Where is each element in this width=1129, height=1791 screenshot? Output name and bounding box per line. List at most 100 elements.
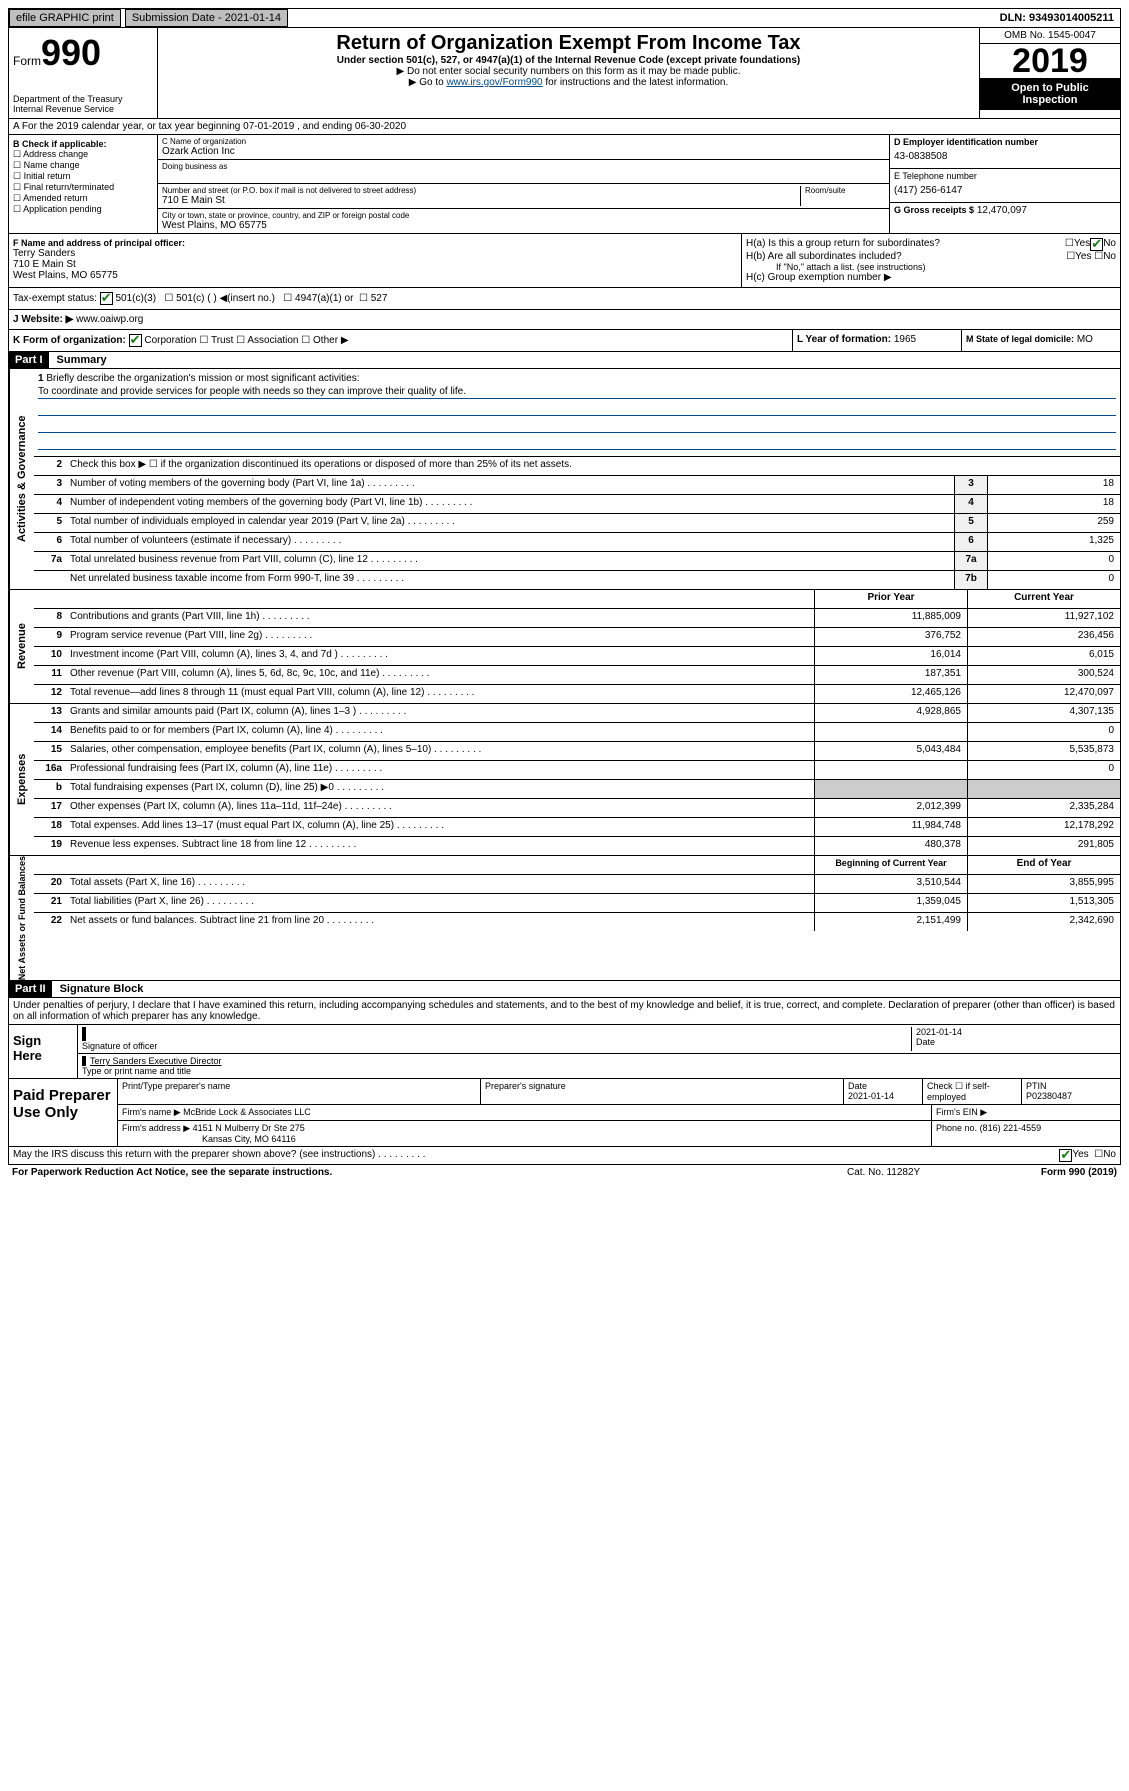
line-text: Total unrelated business revenue from Pa… [66,552,954,570]
chk-discuss-yes[interactable] [1059,1149,1072,1162]
prep-name-label: Print/Type preparer's name [122,1081,230,1091]
table-row: 15 Salaries, other compensation, employe… [34,742,1120,761]
section-bcd: B Check if applicable: ☐ Address change … [8,135,1121,234]
line-text: Investment income (Part VIII, column (A)… [66,647,814,665]
prior-value [814,780,967,798]
gross-receipts: 12,470,097 [977,205,1027,216]
prior-value: 4,928,865 [814,704,967,722]
prior-value: 187,351 [814,666,967,684]
section-a: A For the 2019 calendar year, or tax yea… [8,119,1121,135]
discuss-text: May the IRS discuss this return with the… [13,1149,1059,1162]
line-box: 7b [954,571,987,589]
l-label: L Year of formation: [797,334,891,345]
chk-application[interactable]: ☐ Application pending [13,204,153,215]
room-label: Room/suite [805,186,885,195]
chk-501c3[interactable] [100,292,113,305]
current-value: 4,307,135 [967,704,1120,722]
table-row: 9 Program service revenue (Part VIII, li… [34,628,1120,647]
chk-amended[interactable]: ☐ Amended return [13,193,153,204]
g-label: G Gross receipts $ [894,205,974,215]
current-value: 0 [967,761,1120,779]
firm-name-label: Firm's name ▶ [122,1107,181,1117]
section-b: B Check if applicable: ☐ Address change … [9,135,158,233]
table-row: 21 Total liabilities (Part X, line 26) 1… [34,894,1120,913]
firm-city: Kansas City, MO 64116 [122,1134,296,1144]
part1-title: Summary [49,354,107,366]
table-row: Net unrelated business taxable income fr… [34,571,1120,589]
part2-title: Signature Block [52,983,144,995]
ha-label: H(a) Is this a group return for subordin… [746,238,1065,251]
sig-date-label: Date [916,1037,935,1047]
j-label: J Website: ▶ [13,314,73,325]
no-label: No [1103,1149,1116,1162]
table-row: 11 Other revenue (Part VIII, column (A),… [34,666,1120,685]
irs-link[interactable]: www.irs.gov/Form990 [446,77,542,88]
table-row: 17 Other expenses (Part IX, column (A), … [34,799,1120,818]
submission-date: Submission Date - 2021-01-14 [125,9,288,27]
phone: (417) 256-6147 [894,181,1116,200]
table-row: 6 Total number of volunteers (estimate i… [34,533,1120,552]
current-value: 291,805 [967,837,1120,855]
prep-date: 2021-01-14 [848,1091,894,1101]
prior-value: 3,510,544 [814,875,967,893]
line-text: Revenue less expenses. Subtract line 18 … [66,837,814,855]
ein: 43-0838508 [894,147,1116,166]
col-end: End of Year [967,856,1120,874]
section-m: M State of legal domicile: MO [961,330,1120,351]
line-value: 259 [987,514,1120,532]
chk-corporation[interactable] [129,334,142,347]
chk-initial-return[interactable]: ☐ Initial return [13,171,153,182]
prior-value: 376,752 [814,628,967,646]
ha-no-checkbox[interactable] [1090,238,1103,251]
tax-year: 2019 [980,44,1120,78]
b-label: B Check if applicable: [13,139,153,149]
form-subtitle-1: Under section 501(c), 527, or 4947(a)(1)… [162,55,975,66]
sign-here: Sign Here [9,1025,77,1078]
current-value: 0 [967,723,1120,741]
perjury-text: Under penalties of perjury, I declare th… [8,998,1121,1025]
firm-phone-label: Phone no. [936,1123,977,1133]
officer-addr2: West Plains, MO 65775 [13,270,737,281]
prior-value: 11,885,009 [814,609,967,627]
paperwork: For Paperwork Reduction Act Notice, see … [12,1167,847,1178]
firm-name: McBride Lock & Associates LLC [183,1107,311,1117]
current-value: 12,470,097 [967,685,1120,703]
table-row: 22 Net assets or fund balances. Subtract… [34,913,1120,931]
table-row: 14 Benefits paid to or for members (Part… [34,723,1120,742]
prior-value: 12,465,126 [814,685,967,703]
section-ij: Tax-exempt status: 501(c)(3) ☐ 501(c) ( … [8,288,1121,330]
netassets-section: Net Assets or Fund Balances Beginning of… [8,856,1121,981]
sub3-post: for instructions and the latest informat… [543,77,729,88]
section-h: H(a) Is this a group return for subordin… [741,234,1120,287]
current-value: 300,524 [967,666,1120,684]
efile-button[interactable]: efile GRAPHIC print [9,9,121,27]
line-text: Grants and similar amounts paid (Part IX… [66,704,814,722]
side-governance: Activities & Governance [9,369,34,589]
current-value: 2,335,284 [967,799,1120,817]
table-row: 5 Total number of individuals employed i… [34,514,1120,533]
table-row: 3 Number of voting members of the govern… [34,476,1120,495]
line-value: 18 [987,476,1120,494]
firm-addr-label: Firm's address ▶ [122,1123,190,1133]
cat-no: Cat. No. 11282Y [847,1167,997,1178]
addr-label: Number and street (or P.O. box if mail i… [162,186,800,195]
chk-address-change[interactable]: ☐ Address change [13,149,153,160]
current-value: 236,456 [967,628,1120,646]
section-k: K Form of organization: Corporation ☐ Tr… [9,330,792,351]
form-header: Form990 Department of the Treasury Inter… [8,28,1121,119]
dept-treasury: Department of the Treasury Internal Reve… [13,94,153,114]
section-deg: D Employer identification number 43-0838… [889,135,1120,233]
chk-name-change[interactable]: ☐ Name change [13,160,153,171]
d-label: D Employer identification number [894,137,1116,147]
current-value: 12,178,292 [967,818,1120,836]
line-text: Total revenue—add lines 8 through 11 (mu… [66,685,814,703]
line-text: Total assets (Part X, line 16) [66,875,814,893]
name-title-label: Type or print name and title [82,1066,191,1076]
firm-addr: 4151 N Mulberry Dr Ste 275 [193,1123,305,1133]
line-text: Total number of individuals employed in … [66,514,954,532]
table-row: 20 Total assets (Part X, line 16) 3,510,… [34,875,1120,894]
part2-header: Part II Signature Block [8,981,1121,998]
city-label: City or town, state or province, country… [162,211,885,220]
line-text: Program service revenue (Part VIII, line… [66,628,814,646]
chk-final-return[interactable]: ☐ Final return/terminated [13,182,153,193]
